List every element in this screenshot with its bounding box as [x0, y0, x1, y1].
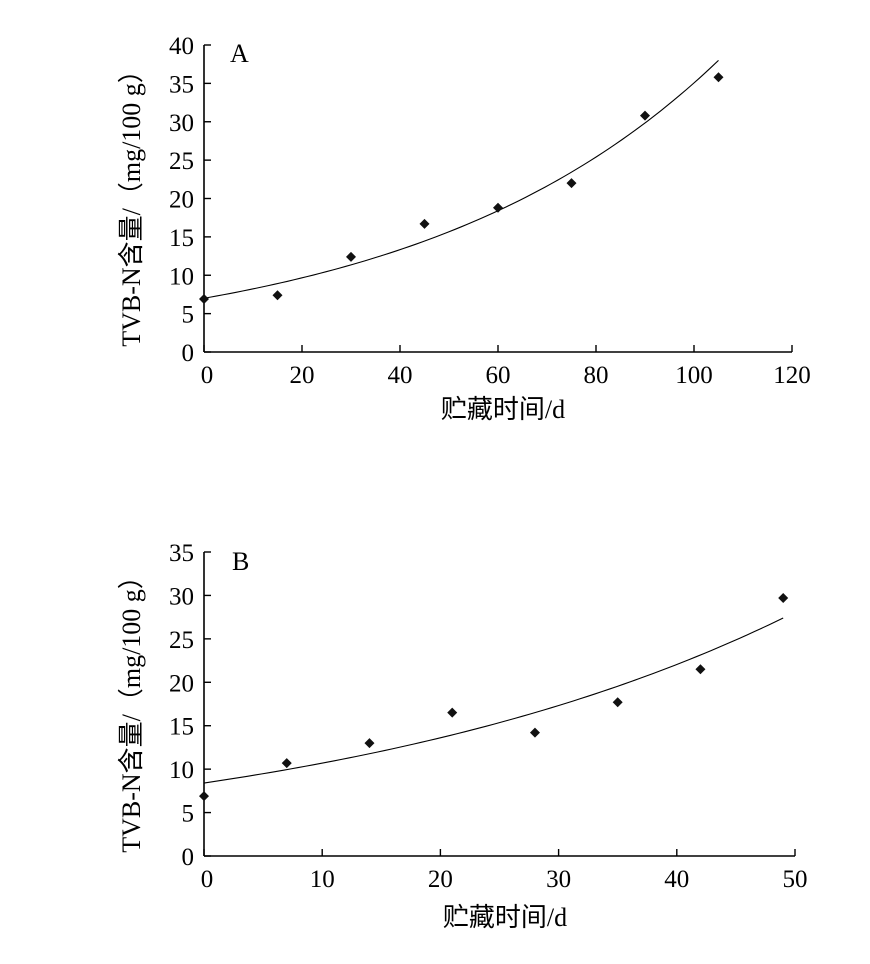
data-point [364, 738, 375, 749]
y-tick-label: 15 [169, 714, 194, 741]
data-point [695, 664, 706, 675]
x-ticks: 0 20 40 60 80 100 120 [201, 345, 811, 389]
fit-curve [203, 617, 784, 784]
y-axis-title: TVB-N含量/（mg/100 g） [117, 563, 146, 853]
y-tick-label: 35 [169, 540, 194, 567]
y-tick-label: 40 [169, 33, 194, 60]
y-tick-label: 30 [169, 583, 194, 610]
y-tick-label: 5 [182, 302, 195, 329]
x-tick-label: 40 [388, 362, 413, 389]
data-points [199, 593, 789, 802]
data-point [566, 178, 577, 189]
x-ticks: 0 10 20 30 40 50 [201, 849, 808, 893]
data-point [419, 218, 430, 229]
y-tick-label: 20 [169, 187, 194, 214]
y-ticks: 0 5 10 15 20 25 30 35 40 [169, 33, 211, 367]
y-axis-title: TVB-N含量/（mg/100 g） [117, 57, 146, 347]
data-point [346, 251, 356, 262]
y-ticks: 0 5 10 15 20 25 30 35 [169, 540, 211, 871]
x-tick-label: 60 [486, 362, 511, 389]
y-tick-label: 5 [182, 801, 195, 828]
data-point [640, 110, 650, 121]
y-tick-label: 10 [169, 263, 194, 290]
y-tick-label: 15 [169, 225, 194, 252]
x-tick-label: 40 [664, 866, 689, 893]
y-tick-label: 10 [169, 757, 194, 784]
x-tick-label: 80 [584, 362, 609, 389]
chart-panel-b: B 0 10 20 30 40 50 0 5 10 15 20 25 30 35 贮藏时间/d TVB-… [117, 540, 808, 932]
x-tick-label: 100 [675, 362, 713, 389]
data-point [713, 72, 724, 83]
data-point [281, 758, 292, 769]
x-tick-label: 30 [546, 866, 571, 893]
y-tick-label: 25 [169, 627, 194, 654]
fit-curve [203, 59, 719, 299]
x-axis-title: 贮藏时间/d [441, 395, 565, 424]
data-point [529, 727, 540, 738]
data-point [199, 791, 209, 802]
data-points [199, 72, 724, 305]
x-axis-title: 贮藏时间/d [443, 903, 567, 932]
data-point [612, 697, 623, 708]
x-tick-label: 10 [310, 866, 335, 893]
data-point [778, 593, 789, 604]
x-tick-label: 20 [290, 362, 315, 389]
x-tick-label: 20 [428, 866, 453, 893]
chart-panel-a: A 0 20 40 60 80 100 120 0 5 10 15 20 25 30 35 40 贮藏时间/… [117, 33, 811, 424]
x-tick-label: 50 [783, 866, 808, 893]
panel-label: B [232, 547, 249, 576]
data-point [447, 707, 458, 718]
panel-label: A [230, 39, 249, 68]
y-tick-label: 35 [169, 71, 194, 98]
x-tick-label: 120 [773, 362, 811, 389]
data-point [272, 290, 283, 301]
y-tick-label: 20 [169, 670, 194, 697]
y-tick-label: 0 [182, 844, 195, 871]
x-tick-label: 0 [201, 362, 214, 389]
y-tick-label: 25 [169, 148, 194, 175]
y-tick-label: 0 [182, 340, 195, 367]
x-tick-label: 0 [201, 866, 214, 893]
data-point [493, 202, 503, 213]
y-tick-label: 30 [169, 110, 194, 137]
data-point [199, 294, 209, 305]
